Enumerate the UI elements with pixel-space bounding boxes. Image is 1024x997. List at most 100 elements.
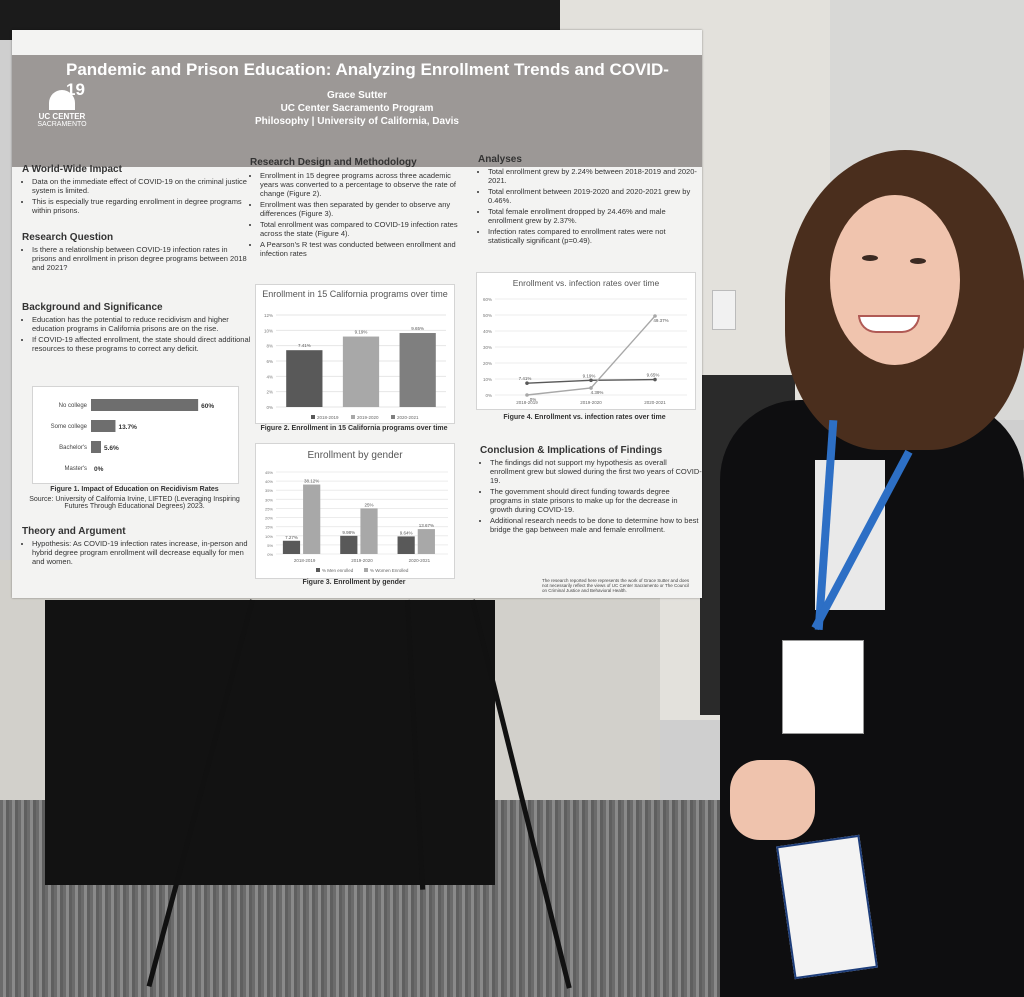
figure3-caption: Figure 3. Enrollment by gender bbox=[302, 579, 406, 586]
bullet: The findings did not support my hypothes… bbox=[490, 458, 702, 485]
data-point bbox=[525, 393, 529, 397]
data-label: 0% bbox=[530, 397, 537, 402]
bar bbox=[91, 420, 116, 432]
bullet: Enrollment in 15 degree programs across … bbox=[260, 171, 465, 198]
data-point bbox=[525, 381, 529, 385]
logo-line2: SACRAMENTO bbox=[37, 121, 87, 128]
figure1-source: Source: University of California Irvine,… bbox=[29, 496, 240, 510]
bullets-conclusion: The findings did not support my hypothes… bbox=[480, 458, 702, 536]
tick-label: 60% bbox=[483, 297, 492, 302]
person-eye bbox=[910, 258, 926, 264]
bullets-theory: Hypothesis: As COVID-19 infection rates … bbox=[22, 539, 252, 568]
bullet: Is there a relationship between COVID-19… bbox=[32, 245, 252, 272]
poster-header bbox=[12, 55, 702, 167]
legend-label: 2018-2019 bbox=[317, 415, 339, 420]
bullet: If COVID-19 affected enrollment, the sta… bbox=[32, 335, 252, 353]
person-hands bbox=[730, 760, 815, 840]
tick-label: 10% bbox=[265, 534, 273, 539]
tick-label: 8% bbox=[266, 344, 273, 349]
heading-question: Research Question bbox=[22, 232, 114, 243]
tick-label: 40% bbox=[265, 479, 273, 484]
data-label: 25% bbox=[365, 502, 374, 507]
bullets-world: Data on the immediate effect of COVID-19… bbox=[22, 177, 252, 217]
bar bbox=[360, 508, 378, 554]
data-label: 4.39% bbox=[591, 390, 604, 395]
bar bbox=[342, 336, 380, 407]
tick-label: 0% bbox=[267, 552, 273, 557]
figure1-caption: Figure 1. Impact of Education on Recidiv… bbox=[50, 486, 219, 493]
figure2-svg: Enrollment in 15 California programs ove… bbox=[262, 289, 448, 420]
figure3-svg: Enrollment by gender 0% 5% 10% 15% 20% 25% 30% 3… bbox=[265, 450, 448, 573]
data-point bbox=[653, 377, 657, 382]
chart-title: Enrollment by gender bbox=[307, 450, 403, 461]
figure4-caption: Figure 4. Enrollment vs. infection rates… bbox=[503, 414, 666, 421]
person-smile bbox=[858, 315, 920, 333]
tick-label: 50% bbox=[483, 313, 492, 318]
data-point bbox=[589, 378, 593, 383]
poster-footnote: The research reported here represents th… bbox=[542, 578, 690, 593]
heading-analyses: Analyses bbox=[478, 154, 522, 165]
data-label: 9.65% bbox=[411, 326, 424, 331]
bullets-question: Is there a relationship between COVID-19… bbox=[22, 245, 252, 274]
logo-line1: UC CENTER bbox=[38, 112, 86, 121]
figure3-chart: Enrollment by gender 0% 5% 10% 15% 20% 25% 30% 3… bbox=[255, 443, 455, 579]
bar bbox=[399, 333, 436, 407]
bullets-analyses: Total enrollment grew by 2.24% between 2… bbox=[478, 167, 698, 247]
tick-label: 2020-2021 bbox=[409, 558, 431, 563]
tick-label: 6% bbox=[266, 359, 273, 364]
figure2-chart: Enrollment in 15 California programs ove… bbox=[255, 284, 455, 424]
tick-label: 12% bbox=[264, 313, 273, 318]
bar bbox=[91, 441, 101, 453]
figure4-svg: Enrollment vs. infection rates over time… bbox=[483, 278, 687, 405]
bullet: Enrollment was then separated by gender … bbox=[260, 200, 465, 218]
legend-swatch bbox=[364, 568, 368, 572]
data-label: 13.67% bbox=[419, 523, 434, 528]
bullet: Additional research needs to be done to … bbox=[490, 516, 702, 534]
tick-label: 30% bbox=[483, 345, 492, 350]
figure1-chart: No college 60% Some college 13.7% Bachelor's… bbox=[32, 386, 239, 484]
chart-title: Enrollment in 15 California programs ove… bbox=[262, 289, 448, 299]
figure4-chart: Enrollment vs. infection rates over time… bbox=[476, 272, 696, 410]
tick-label: 2% bbox=[266, 390, 273, 395]
bar bbox=[303, 484, 321, 554]
poster-author: Grace Sutter bbox=[326, 90, 388, 101]
legend-swatch bbox=[316, 568, 320, 572]
bar bbox=[282, 540, 301, 554]
name-badge bbox=[782, 640, 864, 734]
bar bbox=[397, 536, 415, 554]
tick-label: 0% bbox=[485, 393, 492, 398]
heading-world: A World-Wide Impact bbox=[22, 164, 122, 175]
tick-label: 2020-2021 bbox=[644, 400, 666, 405]
bullet: Total female enrollment dropped by 24.46… bbox=[488, 207, 698, 225]
data-label: 60% bbox=[201, 403, 214, 410]
tick-label: 10% bbox=[483, 377, 492, 382]
bullet: This is especially true regarding enroll… bbox=[32, 197, 252, 215]
bullet: Data on the immediate effect of COVID-19… bbox=[32, 177, 252, 195]
data-label: 13.7% bbox=[118, 424, 137, 431]
tick-label: Master's bbox=[65, 466, 87, 472]
bullet: Hypothesis: As COVID-19 infection rates … bbox=[32, 539, 252, 566]
tick-label: 40% bbox=[483, 329, 492, 334]
data-label: 38.12% bbox=[304, 479, 319, 484]
bar bbox=[286, 350, 323, 407]
poster-program: UC Center Sacramento Program bbox=[280, 103, 434, 114]
tick-label: Bachelor's bbox=[59, 445, 87, 451]
legend-swatch bbox=[351, 415, 355, 419]
bullets-design: Enrollment in 15 degree programs across … bbox=[250, 171, 465, 260]
bullet: Total enrollment was compared to COVID-1… bbox=[260, 220, 465, 238]
tick-label: Some college bbox=[51, 424, 88, 430]
heading-conclusion: Conclusion & Implications of Findings bbox=[480, 445, 663, 456]
data-point bbox=[653, 314, 657, 318]
data-label: 9.19% bbox=[583, 373, 596, 378]
tick-label: 4% bbox=[266, 374, 273, 379]
legend-label: % Women Enrolled bbox=[370, 568, 409, 573]
data-label: 7.27% bbox=[285, 535, 298, 540]
tick-label: No college bbox=[59, 403, 88, 409]
poster: UC CENTER SACRAMENTO Pandemic and Prison… bbox=[12, 30, 702, 598]
legend-label: % Men enrolled bbox=[322, 568, 354, 573]
data-label: 9.19% bbox=[355, 330, 368, 335]
figure2-caption: Figure 2. Enrollment in 15 California pr… bbox=[260, 425, 448, 432]
tick-label: 15% bbox=[265, 525, 273, 530]
data-label: 49.37% bbox=[653, 318, 668, 323]
